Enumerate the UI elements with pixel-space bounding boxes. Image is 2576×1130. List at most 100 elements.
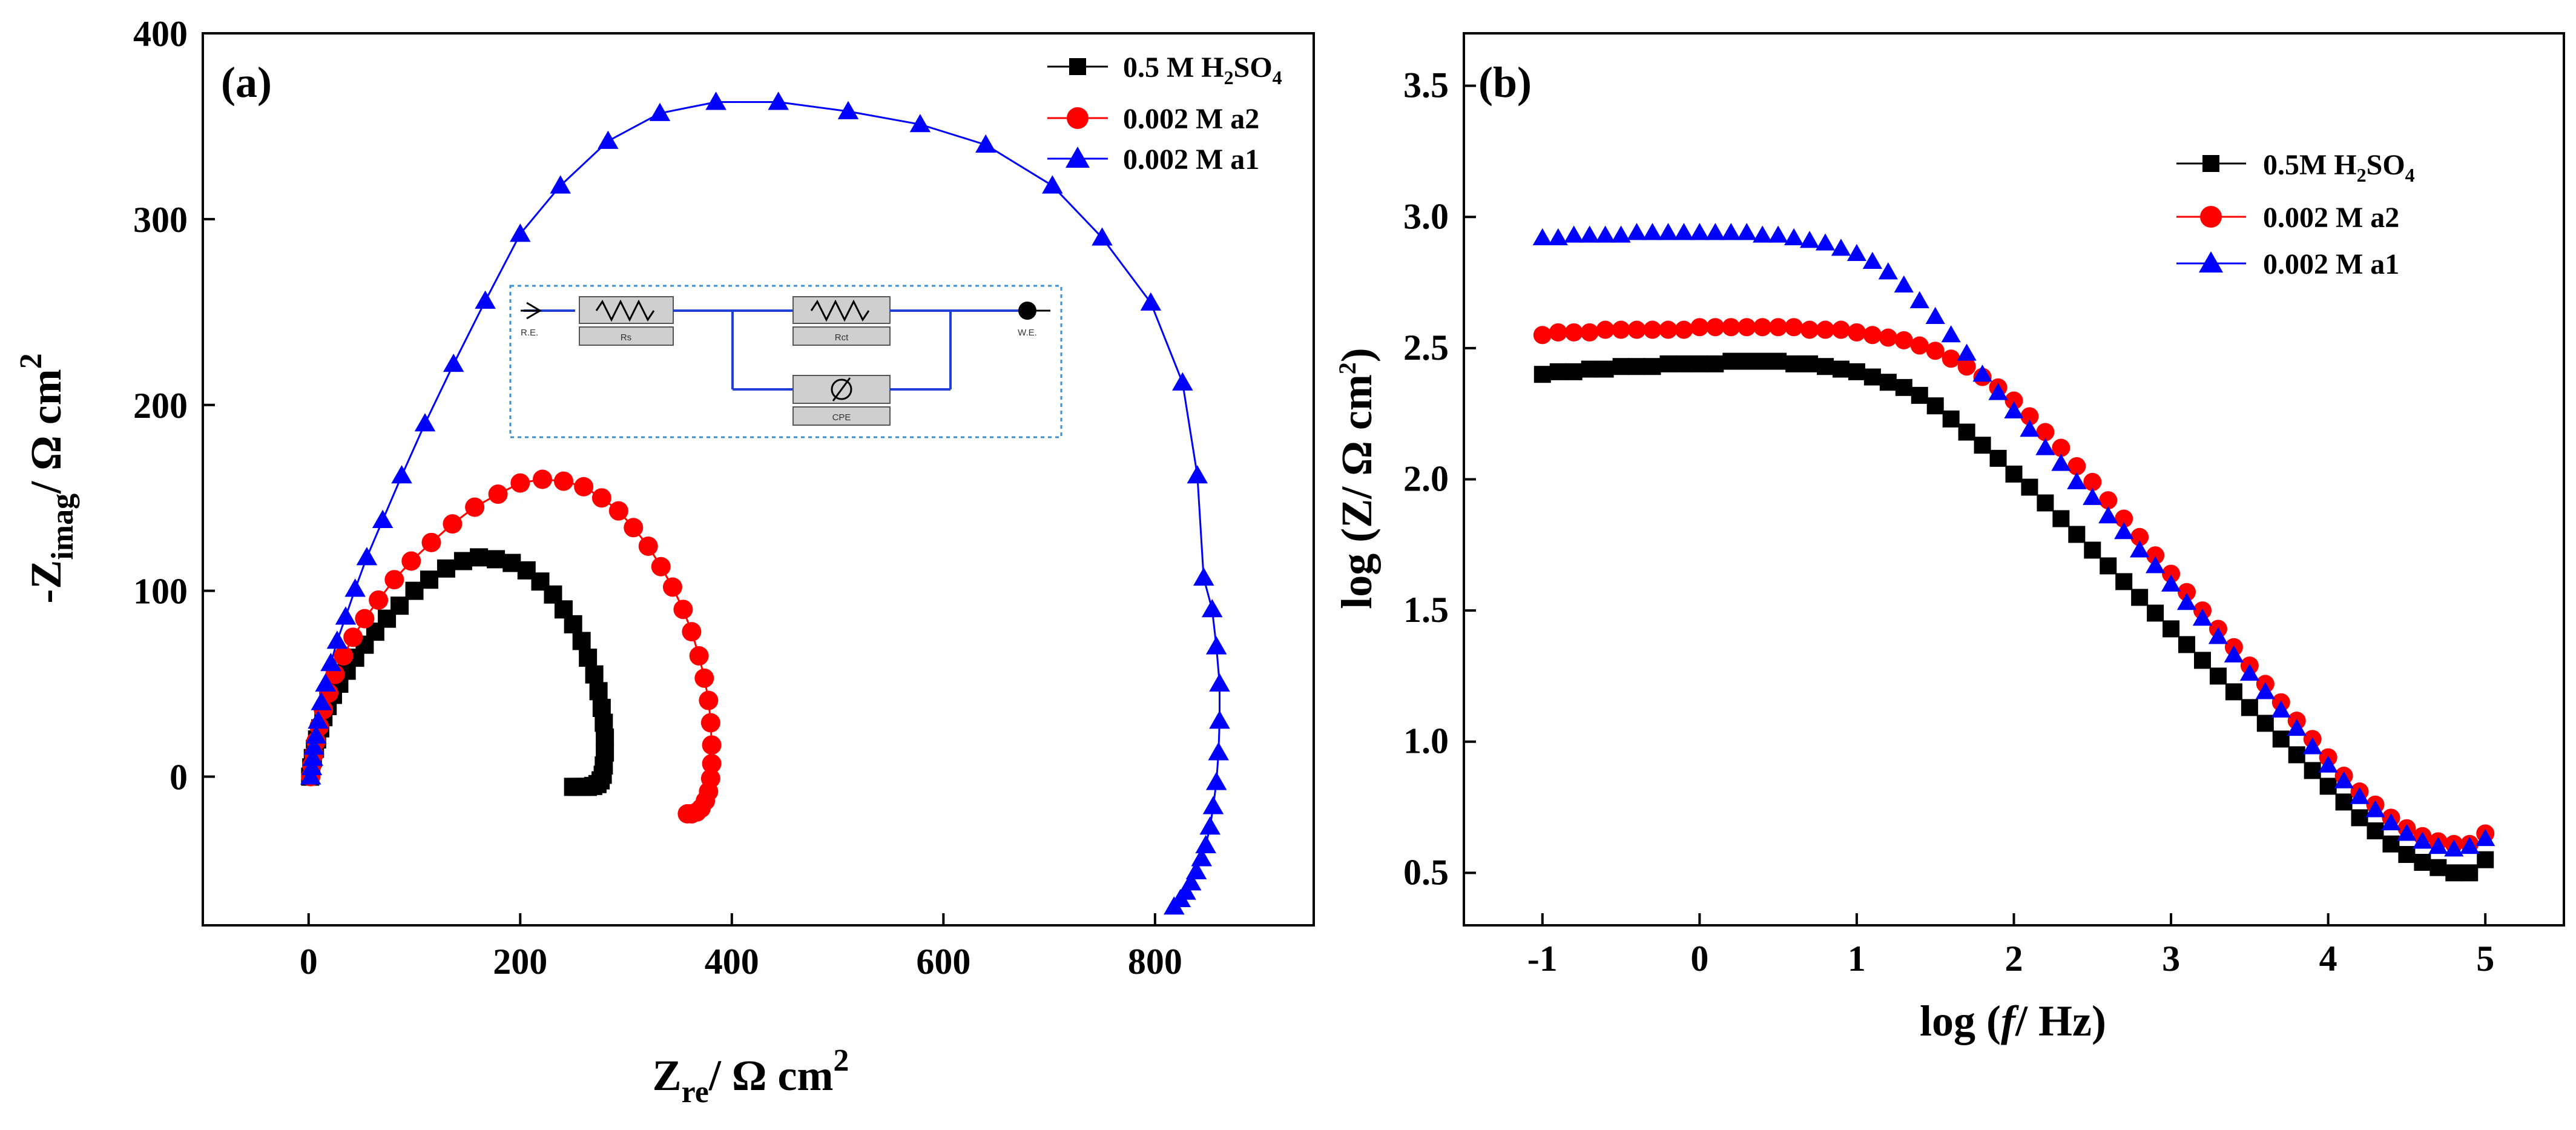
data-point-s2 [837, 101, 859, 119]
x-tick-label: 600 [916, 942, 970, 982]
legend-a-entry-0: 0.5 M H2SO4 [1047, 51, 1282, 88]
panel-a-series-markers [300, 91, 1230, 915]
data-point-s1 [1706, 318, 1725, 337]
panel-b-legend: 0.5M H2SO4 0.002 M a2 0.002 M a1 [2176, 149, 2415, 280]
data-point-s1 [2036, 423, 2055, 441]
data-point-s1 [677, 804, 697, 824]
data-point-s0 [2445, 864, 2463, 882]
data-point-s2 [1705, 223, 1725, 240]
data-point-s1 [1643, 320, 1662, 339]
data-point-s2 [768, 91, 789, 110]
data-point-s2 [2413, 831, 2433, 849]
data-point-s1 [624, 518, 644, 538]
data-point-s1 [1926, 342, 1945, 360]
data-point-s0 [2163, 620, 2180, 638]
x-tick-label: 0 [1690, 939, 1708, 979]
data-point-s0 [1738, 352, 1756, 370]
data-point-s2 [598, 130, 619, 149]
data-point-s2 [301, 756, 323, 776]
data-point-s0 [2037, 494, 2054, 512]
data-point-s2 [1205, 772, 1227, 790]
data-point-s2 [1172, 372, 1193, 391]
data-point-s2 [2098, 506, 2118, 524]
y-tick-label: 400 [133, 14, 188, 54]
data-point-s0 [2398, 846, 2416, 864]
y-tick-label: 0 [170, 758, 188, 798]
data-point-s2 [1209, 710, 1230, 729]
data-point-s1 [673, 600, 693, 620]
data-point-s0 [1832, 360, 1850, 378]
data-point-s0 [1533, 366, 1551, 383]
legend-a-marker-0 [1069, 58, 1086, 75]
data-point-s1 [443, 514, 463, 534]
panel-a-legend: 0.5 M H2SO4 0.002 M a2 0.002 M a1 [1047, 51, 1282, 176]
data-point-s1 [384, 570, 404, 590]
y-tick-label: 1.5 [1403, 590, 1449, 630]
data-point-s2 [975, 134, 996, 153]
data-point-s1 [2083, 472, 2102, 491]
data-point-s2 [1815, 233, 1836, 251]
data-point-s2 [2444, 839, 2464, 857]
data-point-s0 [487, 550, 506, 569]
data-point-s2 [391, 465, 412, 484]
data-point-s0 [2178, 636, 2196, 653]
data-point-s0 [2414, 854, 2431, 871]
data-point-s0 [2461, 864, 2479, 882]
data-point-s2 [320, 653, 341, 672]
legend-b-label-0: 0.5M H2SO4 [2263, 149, 2415, 186]
data-point-s2 [1042, 175, 1063, 194]
data-point-s1 [1800, 320, 1819, 339]
data-point-s2 [1941, 325, 1961, 343]
data-point-s2 [2176, 593, 2197, 610]
data-point-s2 [705, 91, 726, 110]
data-point-s1 [1831, 320, 1850, 339]
data-point-s2 [2035, 438, 2055, 455]
data-point-s2 [2161, 574, 2181, 592]
data-point-s0 [1565, 363, 1583, 380]
data-point-s1 [700, 713, 720, 733]
panel-a-plot-frame [202, 32, 1315, 927]
data-point-s2 [1784, 228, 1804, 245]
legend-a-entry-1: 0.002 M a2 [1047, 103, 1259, 135]
data-point-s2 [2067, 472, 2087, 489]
data-point-s0 [2429, 859, 2447, 876]
y-tick-label: 3.5 [1403, 65, 1449, 105]
data-point-s1 [638, 536, 658, 556]
data-point-s2 [2318, 755, 2338, 773]
data-point-s1 [343, 627, 363, 647]
x-tick-label: 0 [300, 942, 318, 982]
data-point-s0 [2084, 541, 2101, 559]
data-point-s2 [1595, 225, 1615, 243]
panel-b-series-markers [1532, 223, 2495, 882]
data-point-s0 [2131, 589, 2149, 606]
panel-a-y-axis-label: -Zimag/ Ω cm2 [14, 353, 80, 603]
data-point-s1 [510, 473, 530, 493]
data-point-s0 [2115, 573, 2133, 590]
data-point-s2 [1988, 383, 2008, 400]
data-point-s1 [1753, 318, 1772, 337]
label-we: W.E. [1018, 328, 1037, 338]
data-point-s2 [1831, 239, 1851, 256]
data-point-s1 [651, 557, 671, 577]
data-point-s0 [470, 548, 489, 567]
data-point-s1 [1596, 320, 1615, 339]
data-point-s1 [1863, 326, 1882, 345]
data-point-s1 [2067, 457, 2086, 475]
data-point-s0 [585, 665, 604, 684]
data-point-s1 [1910, 336, 1929, 355]
data-point-s0 [1848, 363, 1865, 380]
data-point-s1 [694, 668, 714, 688]
data-point-s2 [2004, 401, 2024, 418]
data-point-s1 [1659, 320, 1678, 339]
data-point-s0 [1675, 355, 1693, 372]
data-point-s0 [564, 778, 582, 796]
legend-b-marker-1 [2200, 206, 2222, 228]
data-point-s2 [1627, 223, 1647, 240]
x-tick-label: -1 [1527, 939, 1558, 979]
data-point-s1 [702, 754, 722, 774]
data-point-s0 [2100, 557, 2117, 575]
x-tick-label: 800 [1128, 942, 1182, 982]
legend-a-marker-1 [1067, 107, 1089, 129]
label-rct: Rct [835, 332, 849, 343]
